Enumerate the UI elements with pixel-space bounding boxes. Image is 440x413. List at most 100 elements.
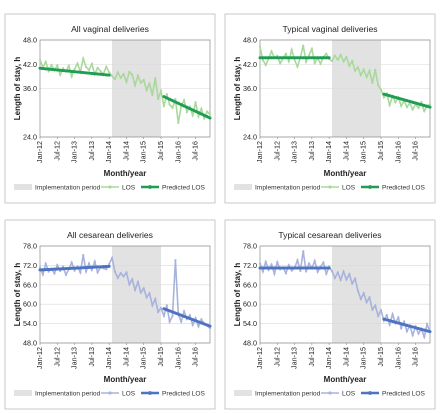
predicted-los-point [78, 266, 82, 270]
predicted-los-point [290, 56, 294, 60]
los-point [154, 297, 157, 301]
x-tick-label: Jan-13 [290, 141, 299, 163]
predicted-los-point [388, 319, 392, 323]
los-point [374, 68, 377, 72]
los-point [307, 262, 311, 265]
predicted-los-point [168, 97, 172, 101]
los-point [151, 304, 154, 307]
los-point [391, 313, 394, 316]
predicted-los-point [191, 108, 195, 112]
predicted-los-point [310, 266, 314, 270]
los-point [174, 97, 177, 101]
los-point [159, 89, 163, 93]
los-point [148, 82, 151, 85]
los-point [417, 332, 420, 335]
predicted-los-point [162, 307, 166, 311]
predicted-los-point [290, 266, 294, 270]
y-tick-label: 66.0 [23, 280, 37, 289]
predicted-los-point [171, 310, 175, 314]
los-point [356, 66, 360, 69]
los-point [325, 52, 328, 55]
los-point [348, 64, 351, 67]
los-point [353, 69, 357, 72]
x-tick-label: Jul-14 [341, 141, 350, 161]
predicted-los-point [84, 71, 88, 75]
predicted-los-point [99, 265, 103, 269]
y-tick-label: 42.0 [243, 60, 257, 69]
los-point [70, 75, 73, 78]
predicted-los-point [425, 104, 429, 108]
los-point [122, 72, 125, 76]
los-point [50, 63, 53, 67]
predicted-los-point [165, 96, 169, 100]
predicted-los-point [176, 101, 180, 105]
chart-panel: Typical vaginal deliveries 24.0 36.0 42.0 48… [224, 13, 436, 204]
predicted-los-point [414, 326, 418, 330]
predicted-los-point [191, 318, 195, 322]
los-point [258, 45, 262, 48]
predicted-los-point [313, 266, 317, 270]
los-point [371, 308, 374, 311]
predicted-los-point [422, 328, 426, 332]
predicted-los-point [293, 56, 297, 60]
predicted-los-point [41, 67, 45, 71]
x-tick-label: Jan-12 [35, 141, 44, 163]
predicted-los-point [391, 319, 395, 323]
predicted-los-point [64, 267, 68, 271]
los-point [365, 76, 368, 79]
predicted-los-point [194, 319, 198, 323]
y-tick-label: 24.0 [23, 133, 37, 142]
los-point [333, 276, 337, 280]
los-point [313, 259, 316, 262]
los-point [293, 58, 296, 61]
predicted-los-point [270, 266, 274, 270]
predicted-los-point [402, 323, 406, 327]
x-axis-title: Month/year [324, 375, 367, 384]
los-point [428, 103, 432, 106]
los-point [287, 60, 290, 63]
legend-label: Implementation period [35, 185, 101, 192]
los-point [342, 60, 345, 63]
predicted-los-point [90, 71, 94, 75]
y-tick-label: 78.0 [243, 242, 257, 251]
los-point [157, 310, 160, 314]
x-tick-label: Jan-16 [393, 347, 402, 369]
los-point [333, 54, 337, 57]
predicted-los-point [182, 314, 186, 318]
predicted-los-point [270, 56, 274, 60]
los-point [133, 288, 137, 292]
x-tick-label: Jan-12 [255, 141, 264, 163]
los-point [302, 44, 305, 47]
x-tick-label: Jul-15 [376, 347, 385, 367]
los-point [73, 68, 76, 71]
los-point [82, 253, 85, 257]
predicted-los-point [304, 266, 308, 270]
los-point [402, 320, 406, 323]
los-point [368, 296, 371, 299]
los-point [200, 107, 203, 110]
chart-panel: All vaginal deliveries 24.0 36.0 42.0 48.0 Ja… [4, 13, 216, 204]
los-point [125, 80, 128, 84]
legend-label: Predicted LOS [382, 391, 425, 398]
predicted-los-point [208, 116, 212, 120]
los-point [38, 266, 42, 269]
los-point [197, 115, 200, 118]
los-point [108, 263, 111, 266]
predicted-los-point [87, 71, 91, 75]
los-point [342, 270, 345, 273]
los-point [339, 278, 342, 282]
y-tick-label: 60.0 [23, 300, 37, 309]
predicted-los-point [104, 265, 108, 269]
panel-title: All cesarean deliveries [67, 230, 153, 240]
los-point [159, 306, 163, 310]
y-tick-label: 36.0 [23, 84, 37, 93]
los-point [368, 69, 371, 72]
predicted-los-point [196, 111, 200, 115]
y-axis-title: Length of stay, h [233, 57, 242, 121]
x-axis-title: Month/year [324, 169, 367, 178]
y-axis-title: Length of stay, h [13, 57, 22, 121]
legend-swatch-implementation [14, 184, 32, 190]
implementation-period-band [112, 246, 162, 343]
legend-swatch-implementation [14, 390, 32, 396]
los-point [168, 103, 171, 106]
